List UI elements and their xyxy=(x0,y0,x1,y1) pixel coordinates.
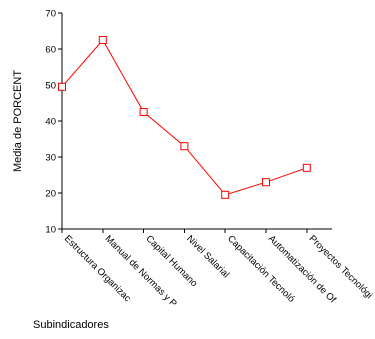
data-point-marker xyxy=(180,142,189,151)
y-ticks: 10 20 30 40 50 60 70 xyxy=(45,9,62,236)
y-tick-label: 60 xyxy=(45,45,56,56)
x-tick-label: Automatización de Of xyxy=(266,233,338,305)
series-group xyxy=(58,36,311,199)
y-tick-label: 40 xyxy=(45,117,56,128)
y-tick-label: 30 xyxy=(45,153,56,164)
data-point-marker xyxy=(139,108,148,116)
y-axis-title: Media de PORCENT xyxy=(12,70,24,172)
y-tick-label: 20 xyxy=(45,189,56,200)
x-axis-title: Subindicadores xyxy=(33,319,109,331)
x-tick-label: Manual de Normas y P xyxy=(103,233,179,309)
x-tick-label: Capacitación Tecnoló xyxy=(225,233,297,305)
y-tick-label: 10 xyxy=(45,225,56,236)
y-tick-label: 70 xyxy=(45,9,56,20)
y-tick-label: 50 xyxy=(45,81,56,92)
data-point-marker xyxy=(58,82,66,91)
data-point-marker xyxy=(221,190,230,199)
data-point-marker xyxy=(262,178,270,187)
data-point-marker xyxy=(98,36,107,44)
series-line xyxy=(61,39,307,196)
data-point-marker xyxy=(302,163,311,172)
